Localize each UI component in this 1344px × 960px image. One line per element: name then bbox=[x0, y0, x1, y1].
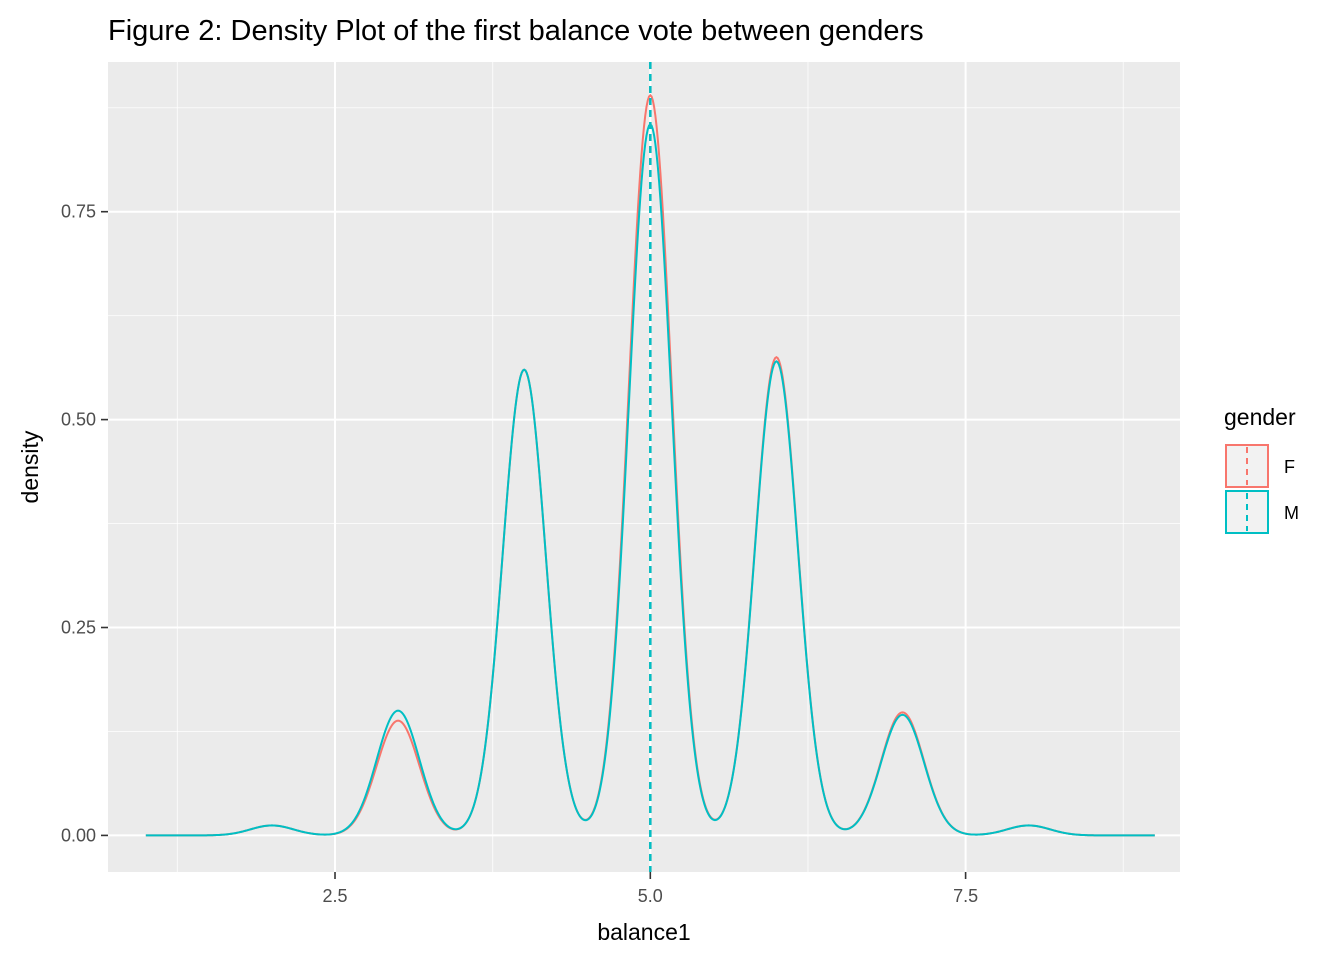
x-tick-label: 7.5 bbox=[953, 886, 978, 906]
legend-item-m: M bbox=[1225, 490, 1299, 534]
x-axis: 2.5 5.0 7.5 bbox=[322, 872, 978, 906]
legend-title: gender bbox=[1224, 404, 1296, 430]
plot-panel bbox=[108, 62, 1180, 872]
x-axis-title: balance1 bbox=[597, 919, 690, 945]
legend: gender F M bbox=[1224, 404, 1299, 534]
x-tick-label: 2.5 bbox=[322, 886, 347, 906]
y-tick-label: 0.50 bbox=[61, 410, 96, 430]
legend-label: F bbox=[1284, 457, 1295, 477]
grid-minor bbox=[108, 62, 1180, 872]
y-tick-label: 0.00 bbox=[61, 825, 96, 845]
y-tick-label: 0.25 bbox=[61, 618, 96, 638]
chart-title: Figure 2: Density Plot of the first bala… bbox=[108, 15, 924, 47]
y-axis-title: density bbox=[17, 430, 43, 503]
y-tick-label: 0.75 bbox=[61, 202, 96, 222]
x-tick-label: 5.0 bbox=[638, 886, 663, 906]
legend-label: M bbox=[1284, 503, 1299, 523]
y-axis: 0.00 0.25 0.50 0.75 bbox=[61, 202, 108, 845]
legend-item-f: F bbox=[1225, 444, 1295, 488]
